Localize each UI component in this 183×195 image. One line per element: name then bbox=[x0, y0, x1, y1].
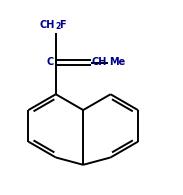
Text: CH: CH bbox=[92, 57, 107, 67]
Text: Me: Me bbox=[109, 57, 126, 67]
Text: F: F bbox=[59, 20, 66, 30]
Text: 2: 2 bbox=[55, 22, 60, 31]
Text: CH: CH bbox=[40, 20, 55, 30]
Text: C: C bbox=[47, 57, 54, 67]
